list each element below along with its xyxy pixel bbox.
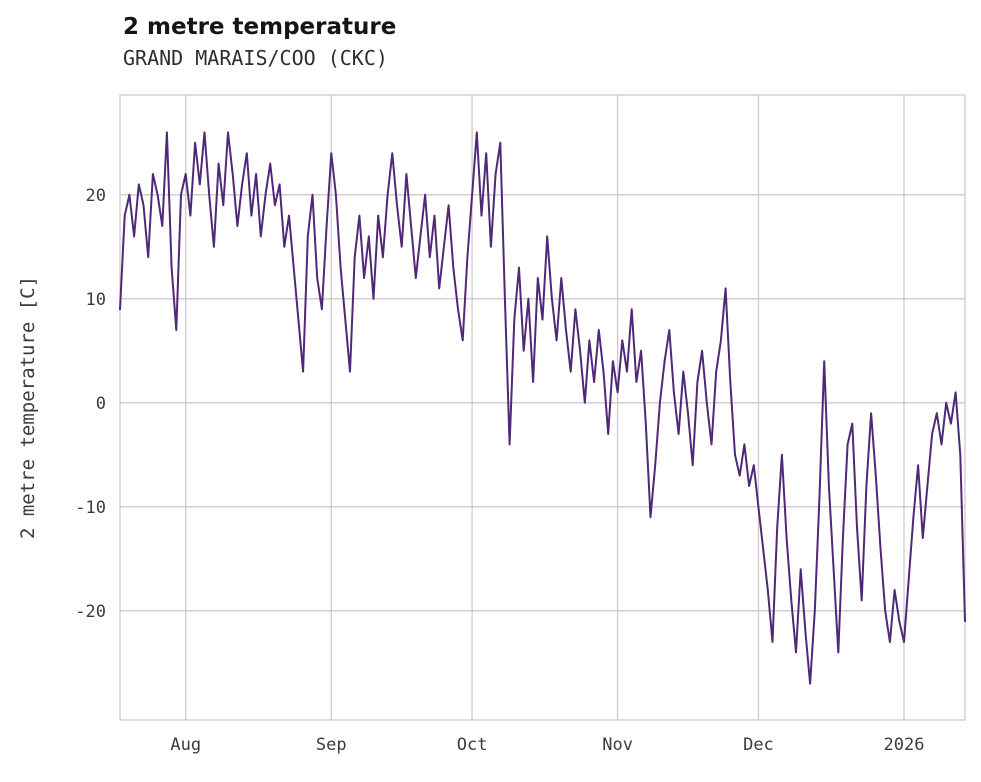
chart-header: 2 metre temperature GRAND MARAIS/COO (CK… [123,14,396,70]
y-axis-label: 2 metre temperature [C] [17,276,39,539]
x-axis-tick-label: Nov [602,735,633,755]
chart-title: 2 metre temperature [123,14,397,40]
x-axis-tick-label: Aug [170,735,201,755]
y-axis-tick-label: 20 [86,186,106,206]
y-axis-tick-label: 10 [86,290,106,310]
plot-frame [119,94,966,721]
x-axis-tick-label: Dec [743,735,774,755]
y-axis-tick-label: -10 [75,498,106,518]
y-axis-tick-label: 0 [96,394,106,414]
x-axis-tick-label: 2026 [883,735,924,755]
x-axis-tick-label: Oct [457,735,488,755]
temperature-line [119,131,966,685]
x-axis-tick-label: Sep [316,735,347,755]
y-axis-tick-label: -20 [75,602,106,622]
chart-subtitle: GRAND MARAIS/COO (CKC) [123,46,388,71]
